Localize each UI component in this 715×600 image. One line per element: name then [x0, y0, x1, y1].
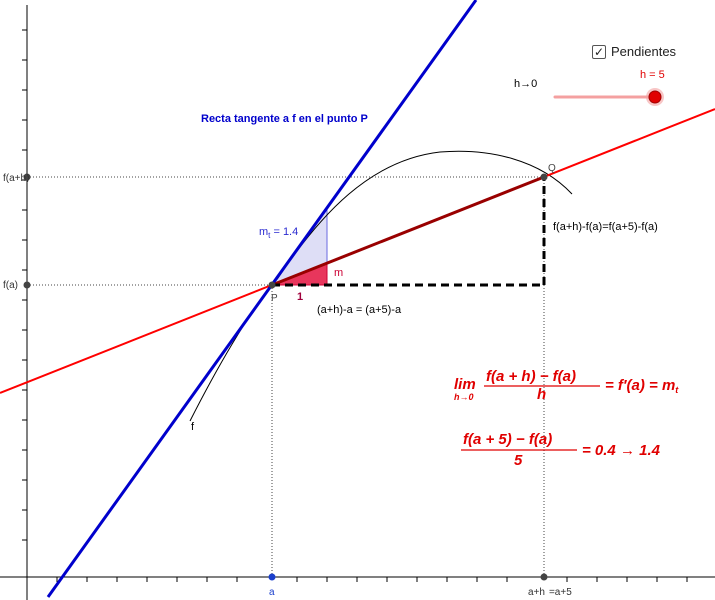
formula1-rhs: = f′(a) = mt [605, 377, 679, 395]
point-p[interactable] [268, 281, 276, 289]
x-tick-ah-label: a+h =a+5 [528, 587, 572, 598]
one-label: 1 [297, 291, 303, 303]
formula1-lim: lim [454, 376, 476, 393]
vertical-difference-label: f(a+h)-f(a)=f(a+5)-f(a) [553, 221, 658, 233]
x-tick-a-label: a [269, 587, 275, 598]
x-axis-ticks [56, 577, 688, 582]
derivative-limit-formula: lim h→0 f(a + h) − f(a) h = f′(a) = mt [454, 368, 679, 403]
point-q[interactable] [540, 173, 548, 181]
point-fa-on-axis [23, 281, 31, 289]
formula2-numerator: f(a + 5) − f(a) [463, 431, 552, 448]
y-axis-ticks [22, 29, 27, 541]
point-fah-on-axis [23, 173, 31, 181]
m-label: m [334, 267, 343, 279]
formula1-denominator: h [537, 386, 546, 403]
checkbox-label: Pendientes [611, 44, 677, 59]
checkbox-box[interactable]: ✓ [592, 44, 606, 59]
y-tick-fah-label: f(a+h) [3, 173, 29, 184]
point-ah-on-axis [540, 573, 548, 581]
tangent-title: Recta tangente a f en el punto P [201, 113, 368, 125]
point-a-on-axis[interactable] [268, 573, 276, 581]
formula1-numerator: f(a + h) − f(a) [486, 368, 576, 385]
point-p-label: P [271, 293, 278, 304]
formula1-lim-sub: h→0 [454, 392, 474, 402]
tangent-line [46, 0, 478, 598]
slider-h-knob[interactable] [648, 90, 662, 104]
curve-f-label: f [191, 421, 195, 433]
secant-slope-formula: f(a + 5) − f(a) 5 = 0.4 → 1.4 [461, 431, 661, 469]
y-tick-fa-label: f(a) [3, 280, 18, 291]
horizontal-difference-label: (a+h)-a = (a+5)-a [317, 304, 402, 316]
point-q-label: Q [548, 163, 556, 174]
mt-label: mt = 1.4 [259, 226, 298, 240]
slider-value-label: h = 5 [640, 69, 665, 81]
formula2-rhs: = 0.4 → 1.4 [582, 442, 661, 459]
h-limit-label: h→0 [514, 78, 537, 90]
pendientes-checkbox[interactable]: ✓ Pendientes [592, 44, 676, 59]
formula2-denominator: 5 [514, 452, 523, 469]
secant-segment-pq [271, 175, 545, 287]
